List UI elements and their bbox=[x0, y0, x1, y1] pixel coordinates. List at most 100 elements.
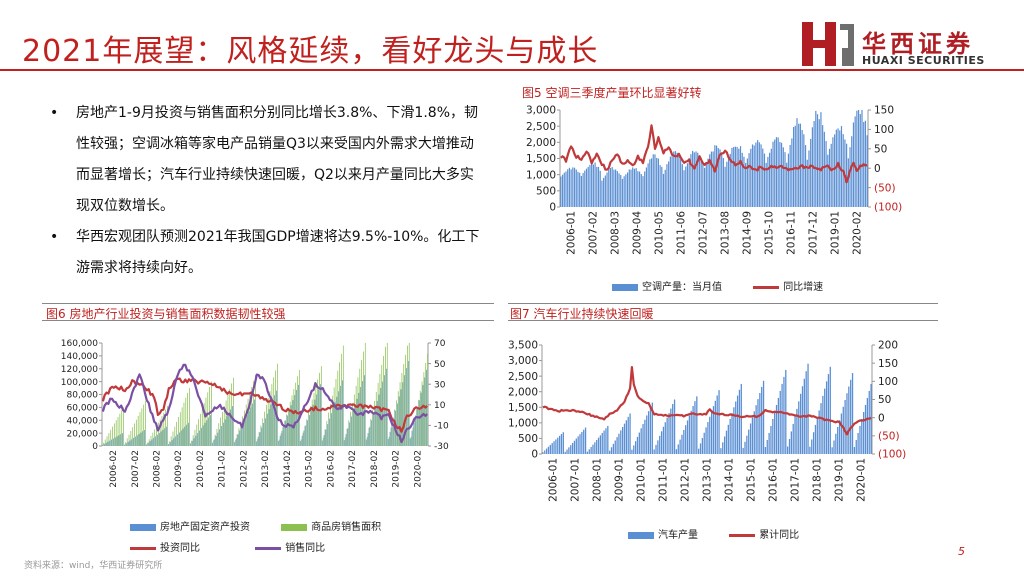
bar-汽车产量 bbox=[753, 411, 755, 454]
bar-房地产固定资产投资 bbox=[407, 361, 409, 446]
legend-label: 汽车产量 bbox=[658, 530, 698, 541]
bar-汽车产量 bbox=[586, 451, 589, 454]
bar-商品房销售面积 bbox=[397, 391, 399, 446]
bar-空调产量：当月值 bbox=[563, 172, 565, 207]
bar-房地产固定资产投资 bbox=[179, 432, 180, 446]
bar-房地产固定资产投资 bbox=[149, 441, 151, 446]
bar-房地产固定资产投资 bbox=[323, 435, 325, 446]
fig7-legend: 汽车产量 累计同比 bbox=[628, 526, 827, 541]
bar-汽车产量 bbox=[829, 366, 831, 454]
x-tick-label: 2013-01 bbox=[702, 458, 714, 502]
bar-商品房销售面积 bbox=[333, 387, 335, 446]
bar-汽车产量 bbox=[768, 432, 770, 454]
bar-汽车产量 bbox=[818, 410, 820, 454]
bar-商品房销售面积 bbox=[363, 351, 364, 446]
bar-房地产固定资产投资 bbox=[351, 416, 352, 446]
bar-汽车产量 bbox=[755, 405, 757, 454]
bar-汽车产量 bbox=[662, 426, 665, 454]
bar-房地产固定资产投资 bbox=[228, 412, 230, 446]
bar-汽车产量 bbox=[770, 425, 772, 454]
bar-汽车产量 bbox=[762, 380, 765, 454]
bar-商品房销售面积 bbox=[134, 423, 135, 446]
bar-汽车产量 bbox=[636, 436, 639, 454]
bar-汽车产量 bbox=[677, 444, 679, 454]
bar-商品房销售面积 bbox=[359, 368, 361, 446]
y-right-tick-label: 50 bbox=[874, 143, 887, 155]
line-销售同比 bbox=[101, 363, 428, 444]
bar-空调产量：当月值 bbox=[638, 171, 641, 207]
bar-商品房销售面积 bbox=[357, 377, 359, 446]
bar-房地产固定资产投资 bbox=[354, 404, 356, 446]
bar-汽车产量 bbox=[638, 432, 640, 454]
bar-商品房销售面积 bbox=[211, 381, 212, 446]
bar-房地产固定资产投资 bbox=[299, 440, 301, 446]
bar-商品房销售面积 bbox=[139, 412, 141, 446]
bar-商品房销售面积 bbox=[163, 412, 165, 446]
bar-空调产量：当月值 bbox=[587, 166, 589, 207]
bar-空调产量：当月值 bbox=[615, 169, 617, 207]
legend-swatch bbox=[281, 523, 308, 531]
bar-房地产固定资产投资 bbox=[365, 439, 367, 446]
bar-空调产量：当月值 bbox=[822, 125, 824, 207]
bar-空调产量：当月值 bbox=[789, 144, 791, 207]
bar-房地产固定资产投资 bbox=[147, 442, 149, 446]
x-tick-label: 2007-02 bbox=[588, 211, 600, 255]
bar-房地产固定资产投资 bbox=[340, 385, 341, 446]
bar-空调产量：当月值 bbox=[765, 162, 767, 207]
y-right-tick-label: 30 bbox=[434, 380, 446, 390]
bar-商品房销售面积 bbox=[427, 353, 428, 446]
bar-汽车产量 bbox=[644, 419, 646, 454]
bar-汽车产量 bbox=[544, 450, 546, 454]
bar-房地产固定资产投资 bbox=[217, 432, 219, 446]
bar-房地产固定资产投资 bbox=[296, 389, 297, 446]
legend-label: 投资同比 bbox=[160, 543, 200, 554]
bar-汽车产量 bbox=[547, 446, 550, 454]
bar-商品房销售面积 bbox=[315, 386, 317, 446]
fig7-top-rule bbox=[508, 303, 938, 304]
bar-房地产固定资产投资 bbox=[387, 438, 389, 446]
bar-房地产固定资产投资 bbox=[122, 433, 123, 446]
bar-汽车产量 bbox=[694, 401, 696, 454]
bar-房地产固定资产投资 bbox=[173, 438, 175, 446]
bar-空调产量：当月值 bbox=[866, 135, 868, 207]
x-tick-label: 2019-01 bbox=[834, 458, 846, 502]
bar-房地产固定资产投资 bbox=[164, 428, 166, 446]
bar-商品房销售面积 bbox=[181, 407, 183, 446]
bar-房地产固定资产投资 bbox=[168, 444, 169, 446]
bar-房地产固定资产投资 bbox=[353, 410, 354, 446]
bar-汽车产量 bbox=[824, 388, 826, 454]
bar-汽车产量 bbox=[868, 390, 870, 454]
bar-汽车产量 bbox=[786, 446, 789, 454]
bar-房地产固定资产投资 bbox=[237, 434, 239, 446]
bar-商品房销售面积 bbox=[150, 436, 152, 446]
bar-空调产量：当月值 bbox=[668, 161, 670, 207]
bar-汽车产量 bbox=[659, 435, 661, 454]
bar-空调产量：当月值 bbox=[770, 148, 772, 207]
bar-商品房销售面积 bbox=[266, 404, 267, 446]
bar-汽车产量 bbox=[851, 373, 854, 454]
bar-商品房销售面积 bbox=[251, 386, 253, 446]
legend-item: 同比增速 bbox=[753, 278, 823, 293]
bar-汽车产量 bbox=[575, 438, 577, 454]
bar-房地产固定资产投资 bbox=[321, 440, 323, 446]
bar-房地产固定资产投资 bbox=[259, 432, 261, 446]
huaxi-logo-icon bbox=[802, 22, 854, 66]
bar-商品房销售面积 bbox=[225, 400, 227, 446]
bar-汽车产量 bbox=[592, 444, 594, 454]
bar-汽车产量 bbox=[825, 381, 828, 454]
bar-商品房销售面积 bbox=[383, 355, 384, 446]
bar-空调产量：当月值 bbox=[787, 153, 790, 207]
bar-空调产量：当月值 bbox=[762, 148, 764, 207]
y-right-tick-label: (100) bbox=[874, 202, 902, 214]
x-tick-label: 2019-01 bbox=[830, 211, 842, 255]
bar-汽车产量 bbox=[568, 447, 570, 454]
bar-汽车产量 bbox=[590, 446, 592, 454]
bar-空调产量：当月值 bbox=[662, 173, 665, 207]
y-right-tick-label: 100 bbox=[878, 376, 898, 388]
bar-空调产量：当月值 bbox=[688, 158, 690, 207]
bar-商品房销售面积 bbox=[298, 370, 300, 446]
bar-汽车产量 bbox=[579, 434, 581, 454]
x-tick-label: 2020-01 bbox=[856, 458, 868, 502]
y-right-tick-label: 200 bbox=[878, 340, 898, 352]
bar-房地产固定资产投资 bbox=[400, 389, 402, 446]
